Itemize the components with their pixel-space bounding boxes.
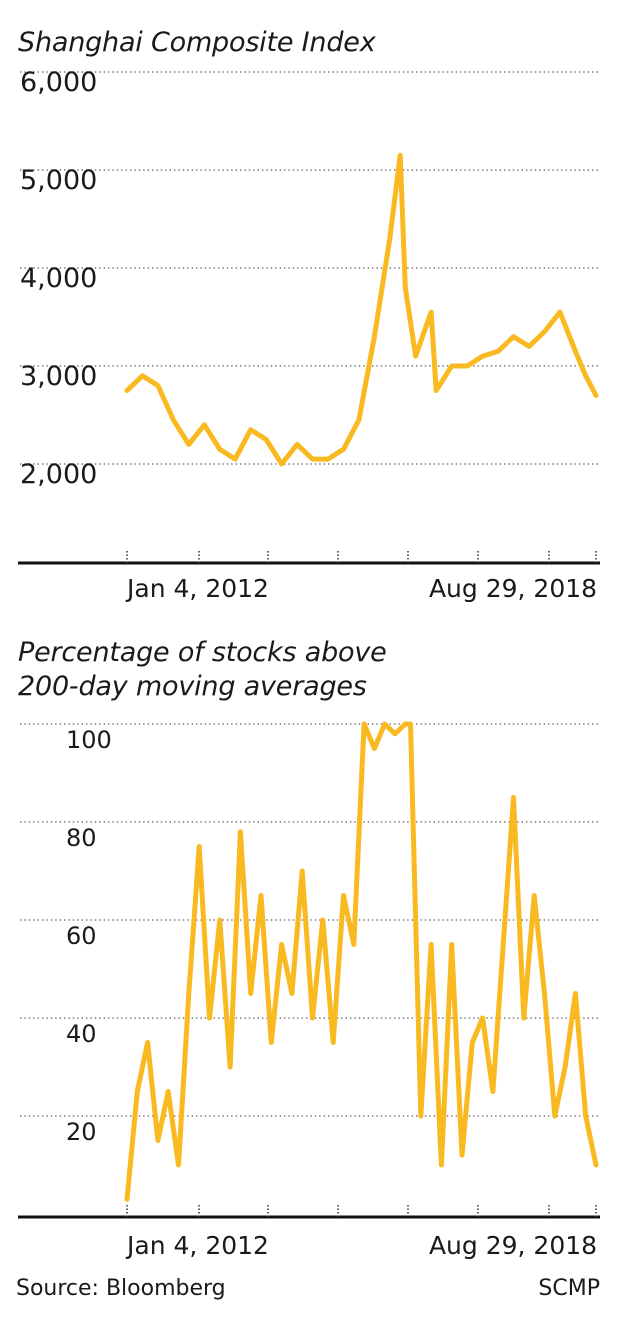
y-tick-label: 5,000: [20, 165, 97, 196]
x-tick-label: Aug 29, 2018: [429, 1231, 597, 1260]
y-tick-label: 20: [66, 1118, 97, 1146]
pct-above-ma-chart: 100 80 60 40 20 Jan 4, 2012 Aug 29, 2018: [18, 721, 600, 1260]
y-tick-label: 6,000: [20, 67, 97, 98]
y-tick-label: 100: [66, 726, 112, 754]
chart-title-shanghai-index: Shanghai Composite Index: [18, 27, 376, 58]
y-tick-label: 2,000: [20, 459, 97, 490]
source-note: Source: Bloomberg: [16, 1276, 226, 1301]
x-tick-label: Jan 4, 2012: [125, 574, 269, 603]
x-tick-label: Aug 29, 2018: [429, 574, 597, 603]
y-tick-label: 3,000: [20, 361, 97, 392]
y-tick-label: 40: [66, 1020, 97, 1048]
x-tick-label: Jan 4, 2012: [125, 1231, 269, 1260]
shanghai-index-chart: 6,000 5,000 4,000 3,000 2,000 Jan 4, 2012 Aug …: [18, 67, 600, 603]
y-tick-label: 60: [66, 922, 97, 950]
series-line: [124, 152, 599, 467]
publisher-credit: SCMP: [538, 1276, 600, 1301]
y-tick-label: 4,000: [20, 263, 97, 294]
y-tick-label: 80: [66, 824, 97, 852]
chart-title-pct-above-ma: Percentage of stocks above 200-day movin…: [18, 637, 387, 702]
series-line: [124, 721, 599, 1202]
